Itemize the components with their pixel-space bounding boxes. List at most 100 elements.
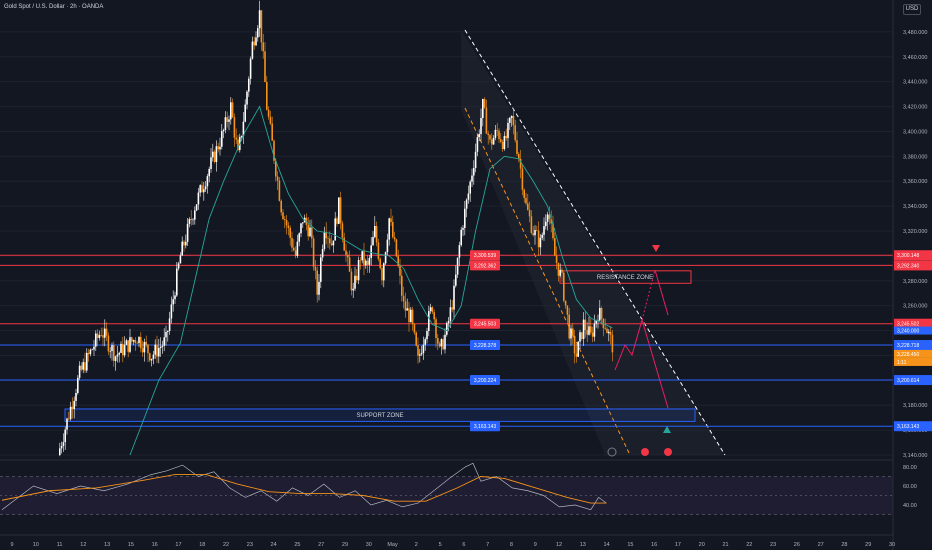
candle-body bbox=[242, 121, 245, 136]
rsi-ma-line bbox=[1, 474, 607, 504]
candle-body bbox=[503, 135, 506, 150]
candle-body bbox=[365, 260, 367, 266]
candle-body bbox=[165, 331, 167, 338]
candle-body bbox=[410, 309, 412, 323]
candle-body bbox=[309, 227, 311, 237]
candle-body bbox=[332, 240, 335, 246]
symbol-title: Gold Spot / U.S. Dollar · 2h · OANDA bbox=[4, 4, 104, 10]
rsi-tick-label: 80.00 bbox=[903, 465, 917, 471]
candle-body bbox=[320, 257, 322, 282]
axis-price-tag bbox=[894, 260, 932, 271]
candle-body bbox=[188, 219, 191, 224]
candle-body bbox=[116, 354, 119, 357]
candle-body bbox=[329, 238, 331, 244]
candle-body bbox=[593, 323, 596, 337]
candle-body bbox=[359, 260, 362, 261]
candle-body bbox=[86, 352, 88, 371]
lightning-icon bbox=[607, 447, 617, 457]
candle-body bbox=[132, 340, 135, 342]
candle-body bbox=[66, 418, 68, 430]
candle-body bbox=[451, 307, 453, 310]
candle-body bbox=[273, 140, 275, 161]
price-tick-label: 3,400.000 bbox=[903, 129, 927, 135]
candle-body bbox=[140, 336, 142, 349]
candle-body bbox=[500, 139, 502, 142]
candle-body bbox=[494, 129, 497, 138]
candle-body bbox=[546, 214, 549, 222]
time-tick-label: 16 bbox=[152, 542, 158, 548]
candle-body bbox=[343, 237, 345, 251]
candle-body bbox=[413, 324, 416, 333]
candle-body bbox=[393, 237, 396, 240]
candle-body bbox=[78, 365, 81, 378]
candle-body bbox=[248, 78, 250, 92]
candle-body bbox=[210, 157, 212, 169]
time-tick-label: 8 bbox=[510, 542, 513, 548]
candle-body bbox=[224, 117, 227, 130]
rsi-panel bbox=[0, 459, 893, 536]
candle-body bbox=[134, 340, 137, 344]
candle-body bbox=[62, 442, 65, 446]
candle-body bbox=[296, 241, 299, 256]
candle-body bbox=[573, 335, 576, 354]
candle-body bbox=[530, 216, 533, 234]
candle-body bbox=[294, 250, 297, 256]
candle-body bbox=[163, 337, 165, 346]
candle-body bbox=[550, 218, 552, 224]
candle-body bbox=[147, 344, 149, 354]
candle-body bbox=[282, 212, 284, 220]
candle-body bbox=[237, 139, 239, 151]
candle-body bbox=[154, 344, 156, 355]
candle-body bbox=[467, 193, 470, 200]
channel-lower-line bbox=[464, 107, 631, 456]
candle-body bbox=[429, 307, 432, 312]
current-price-tag bbox=[894, 357, 932, 366]
candle-body bbox=[321, 249, 324, 258]
candle-body bbox=[509, 117, 511, 123]
candle-body bbox=[570, 328, 572, 339]
candle-body bbox=[199, 185, 201, 193]
candle-body bbox=[447, 321, 450, 324]
candle-body bbox=[77, 377, 79, 394]
candle-body bbox=[415, 332, 417, 346]
candle-body bbox=[386, 239, 389, 253]
candle-body bbox=[485, 107, 488, 134]
level-tag-label: 3,200.224 bbox=[474, 378, 496, 384]
candle-body bbox=[122, 343, 124, 356]
candle-body bbox=[87, 352, 90, 355]
candle-body bbox=[478, 134, 480, 138]
candle-body bbox=[197, 192, 200, 205]
candle-body bbox=[498, 130, 500, 140]
candle-body bbox=[287, 225, 290, 229]
candle-body bbox=[145, 341, 147, 345]
candle-body bbox=[528, 209, 531, 217]
candle-body bbox=[474, 151, 477, 168]
time-tick-label: 27 bbox=[318, 542, 324, 548]
candle-body bbox=[136, 343, 138, 344]
candle-body bbox=[572, 328, 574, 336]
candle-body bbox=[253, 41, 255, 46]
time-tick-label: 6 bbox=[462, 542, 465, 548]
candle-body bbox=[89, 349, 92, 355]
candle-body bbox=[174, 295, 176, 300]
candle-body bbox=[491, 139, 493, 145]
candle-body bbox=[339, 197, 342, 224]
candle-body bbox=[68, 418, 70, 420]
candle-body bbox=[402, 295, 405, 302]
candle-body bbox=[105, 328, 108, 336]
candle-body bbox=[426, 330, 428, 340]
level-tag-label: 3,228.378 bbox=[474, 343, 496, 349]
candle-body bbox=[300, 223, 302, 234]
candle-body bbox=[577, 341, 579, 357]
candle-body bbox=[221, 131, 223, 147]
projection-path bbox=[607, 245, 672, 457]
candle-body bbox=[149, 353, 151, 361]
candle-body bbox=[120, 343, 122, 353]
candle-body bbox=[363, 251, 365, 266]
candle-body bbox=[384, 252, 387, 264]
currency-button[interactable]: USD bbox=[903, 4, 921, 15]
candle-body bbox=[341, 223, 344, 238]
flag-icon bbox=[664, 448, 672, 456]
time-tick-label: 14 bbox=[604, 542, 610, 548]
